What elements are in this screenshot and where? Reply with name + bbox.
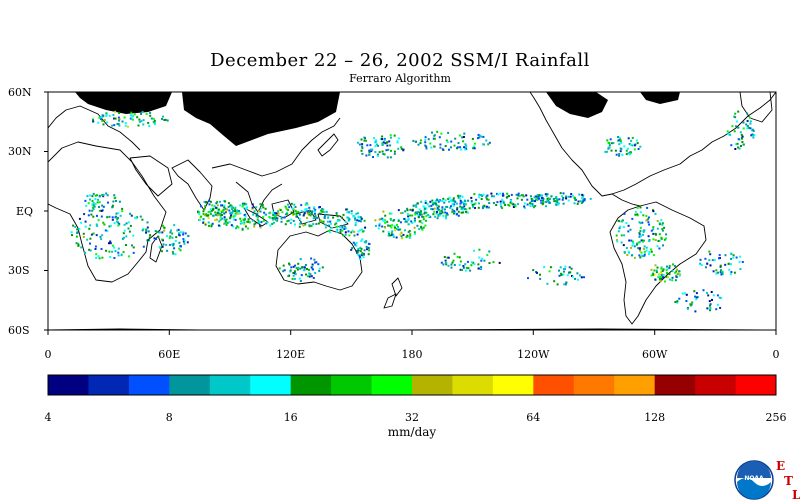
legend-swatch: [533, 375, 575, 395]
etl-logo: E T L: [776, 459, 800, 500]
lon-label-120w: 120W: [517, 348, 550, 361]
legend-unit: mm/day: [388, 425, 437, 439]
legend-swatch: [614, 375, 656, 395]
legend-swatch: [169, 375, 211, 395]
etl-letter-e: E: [776, 459, 785, 473]
lat-label-60s: 60S: [8, 324, 30, 337]
noaa-logo-text: NOAA: [744, 475, 764, 482]
legend-swatch: [735, 375, 777, 395]
legend-swatch: [695, 375, 737, 395]
lat-label-60n: 60N: [8, 86, 32, 99]
legend-tick-32: 32: [405, 411, 419, 424]
legend-swatch: [250, 375, 292, 395]
legend-tick-128: 128: [644, 411, 665, 424]
lon-label-60e: 60E: [158, 348, 180, 361]
map-subtitle: Ferraro Algorithm: [349, 72, 451, 85]
legend-swatch: [654, 375, 696, 395]
etl-letter-t: T: [784, 474, 793, 488]
noaa-logo: NOAA: [734, 460, 774, 500]
longitude-axis: 0 60E 120E 180 120W 60W 0: [45, 330, 780, 361]
legend-swatches: [48, 375, 777, 395]
legend-swatch: [371, 375, 413, 395]
legend-swatch: [331, 375, 373, 395]
legend-swatch: [452, 375, 494, 395]
map-title: December 22 – 26, 2002 SSM/I Rainfall: [210, 50, 590, 71]
legend-swatch: [128, 375, 170, 395]
lon-label-180: 180: [402, 348, 423, 361]
rainfall-pixels: [70, 110, 756, 313]
legend-tick-16: 16: [284, 411, 298, 424]
lat-label-30n: 30N: [8, 145, 32, 158]
legend-swatch: [209, 375, 251, 395]
legend-swatch: [48, 375, 89, 395]
legend-swatch: [412, 375, 453, 395]
legend-tick-4: 4: [45, 411, 52, 424]
legend-frame: [47, 374, 777, 396]
legend-swatch: [573, 375, 615, 395]
lon-label-0-east: 0: [773, 348, 780, 361]
legend-tick-256: 256: [766, 411, 787, 424]
legend-ticks: 4 8 16 32 64 128 256: [45, 411, 787, 424]
latitude-axis: 60N 30N EQ 30S 60S: [8, 86, 48, 337]
lat-label-eq: EQ: [16, 205, 33, 218]
lon-label-0: 0: [45, 348, 52, 361]
lon-label-60w: 60W: [642, 348, 668, 361]
missing-data-regions: [75, 92, 680, 146]
etl-letter-l: L: [792, 488, 800, 500]
lat-label-30s: 30S: [8, 264, 30, 277]
legend-swatch: [492, 375, 534, 395]
legend-tick-64: 64: [526, 411, 540, 424]
lon-label-120e: 120E: [276, 348, 305, 361]
legend-tick-8: 8: [166, 411, 173, 424]
legend-swatch: [88, 375, 130, 395]
legend-swatch: [290, 375, 332, 395]
